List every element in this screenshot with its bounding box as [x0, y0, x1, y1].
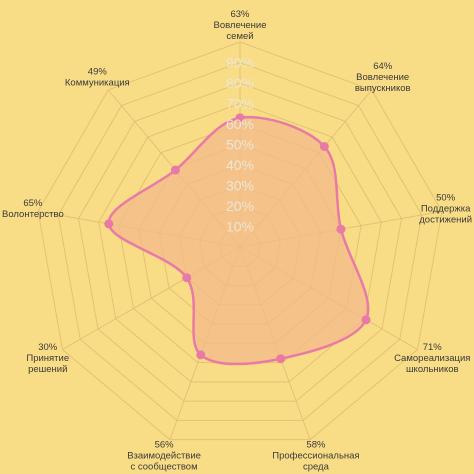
value-label: 65%	[23, 198, 43, 209]
data-area	[107, 115, 370, 366]
category-label: Принятие	[26, 353, 69, 364]
data-point	[235, 113, 245, 123]
data-point	[196, 350, 206, 360]
axis-label: 63% Вовлечение семей	[213, 9, 266, 42]
axis-label: 49% Коммуникация	[65, 66, 130, 88]
category-label: Вовлечение	[213, 20, 266, 31]
category-label: Коммуникация	[65, 77, 130, 88]
r-tick-label: 30%	[226, 178, 254, 194]
axis-label: 56% Взаимодействие с сообществом	[127, 440, 201, 473]
data-point	[319, 141, 329, 151]
category-label: выпускников	[355, 83, 411, 94]
category-label: школьников	[406, 364, 459, 375]
outer-ring	[37, 41, 443, 441]
r-tick-label: 70%	[226, 96, 254, 112]
value-label: 63%	[230, 9, 250, 20]
category-label: Взаимодействие	[127, 451, 201, 462]
value-label: 30%	[38, 342, 58, 353]
value-label: 56%	[155, 440, 175, 451]
value-label: 64%	[373, 61, 393, 72]
value-label: 49%	[88, 66, 108, 77]
data-point	[170, 165, 180, 175]
r-tick-label: 40%	[226, 157, 254, 173]
value-label: 50%	[436, 192, 456, 203]
value-label: 58%	[306, 440, 326, 451]
category-label: семей	[226, 31, 253, 42]
r-tick-label: 80%	[226, 75, 254, 91]
data-point	[276, 354, 286, 364]
axis-label: 64% Вовлечение выпускников	[355, 61, 411, 94]
r-tick-label: 50%	[226, 137, 254, 153]
category-label: Волонтерство	[2, 209, 64, 220]
data-point	[104, 219, 114, 229]
r-tick-label: 90%	[226, 55, 254, 71]
value-label: 71%	[423, 342, 443, 353]
data-point	[182, 273, 192, 283]
axis-label: 71% Самореализация школьников	[394, 342, 470, 375]
category-label: с сообществом	[131, 462, 198, 473]
r-tick-label: 60%	[226, 116, 254, 132]
category-label: достижений	[419, 214, 472, 225]
data-point	[336, 224, 346, 234]
category-label: среда	[303, 462, 330, 473]
axis-label: 50% Поддержка достижений	[419, 192, 472, 225]
r-tick-label: 10%	[226, 219, 254, 235]
category-label: решений	[28, 364, 67, 375]
category-label: Профессиональная	[272, 451, 359, 462]
axis-label: 58% Профессиональная среда	[272, 440, 359, 473]
category-label: Вовлечение	[356, 72, 409, 83]
r-tick-label: 20%	[226, 198, 254, 214]
axis-label: 30% Принятие решений	[26, 342, 69, 375]
data-point	[361, 315, 371, 325]
category-label: Поддержка	[421, 203, 471, 214]
grid-ring	[98, 102, 382, 383]
category-label: Самореализация	[394, 353, 470, 364]
axis-label: 65% Волонтерство	[2, 198, 64, 220]
grid-ring	[77, 82, 403, 402]
grid-ring	[57, 61, 423, 421]
